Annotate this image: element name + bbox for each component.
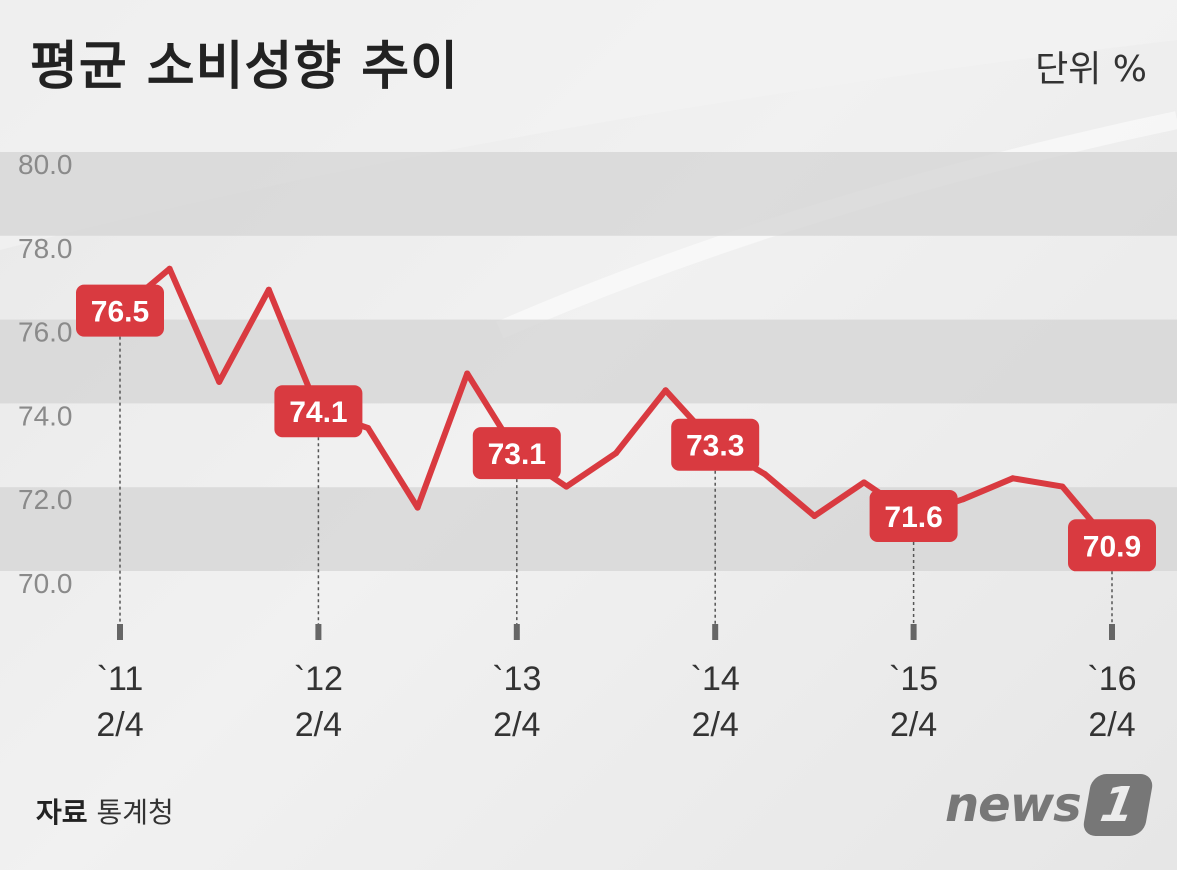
x-tick-mark	[712, 624, 719, 640]
source-label: 자료	[36, 796, 88, 829]
y-tick-label: 72.0	[18, 484, 73, 515]
x-tick-quarter: 2/4	[96, 706, 143, 744]
grid-band	[0, 319, 1177, 404]
data-label: 74.1	[289, 396, 347, 429]
source-credit: 자료 통계청	[36, 796, 174, 830]
data-point	[464, 370, 471, 377]
x-tick-year: `16	[1087, 660, 1136, 698]
data-point	[166, 265, 173, 272]
data-point	[563, 483, 570, 490]
data-label-badge	[869, 489, 958, 542]
line-chart: 80.0 78.0 76.0 74.0 72.0 70.0 `11 2/4 `12 2/4 `13 2…	[0, 149, 1177, 744]
source-name: 통계청	[96, 796, 174, 829]
data-point	[861, 479, 867, 486]
data-label: 70.9	[1083, 530, 1141, 563]
data-point	[811, 512, 818, 519]
data-point	[1009, 475, 1016, 482]
data-point	[1059, 483, 1066, 490]
data-label: 73.1	[488, 438, 546, 471]
x-tick-mark	[315, 624, 322, 640]
data-point	[613, 450, 619, 457]
x-tick-mark	[117, 624, 123, 640]
data-label-badge	[671, 418, 760, 471]
y-tick-label: 78.0	[18, 233, 73, 264]
data-label-badge	[472, 427, 561, 480]
grid-band	[0, 487, 1177, 571]
data-label: 73.3	[686, 430, 744, 463]
x-tick-quarter: 2/4	[295, 706, 342, 744]
data-point	[216, 378, 223, 385]
logo-word: news	[945, 777, 1082, 833]
x-tick-quarter: 2/4	[493, 706, 540, 744]
data-point	[365, 424, 371, 431]
x-tick-year: `15	[889, 660, 938, 698]
data-label-badge	[274, 385, 363, 438]
data-point	[761, 471, 768, 478]
news1-logo: news 1	[945, 770, 1155, 840]
data-point	[265, 286, 272, 293]
data-label: 76.5	[91, 296, 149, 329]
x-tick-year: `13	[492, 660, 541, 698]
y-tick-label: 80.0	[18, 149, 73, 180]
grid-band	[0, 152, 1177, 236]
chart-title: 평균 소비성향 추이	[30, 37, 459, 97]
x-tick-year: `11	[97, 660, 144, 698]
logo-badge: 1	[1081, 774, 1155, 836]
x-tick-mark	[513, 624, 520, 640]
x-tick-quarter: 2/4	[1088, 706, 1135, 744]
y-tick-label: 74.0	[18, 400, 73, 431]
data-point	[414, 504, 421, 511]
data-point	[662, 387, 669, 394]
x-tick-year: `12	[294, 660, 343, 698]
data-label-badge	[76, 284, 164, 337]
x-tick-mark	[910, 624, 917, 640]
x-tick-quarter: 2/4	[692, 706, 739, 744]
x-tick-mark	[1109, 624, 1115, 640]
unit-label: 단위 %	[1035, 49, 1147, 90]
y-tick-label: 70.0	[18, 568, 73, 599]
y-tick-label: 76.0	[18, 317, 73, 348]
data-label: 71.6	[884, 501, 942, 534]
x-tick-year: `14	[691, 660, 740, 698]
data-point	[960, 496, 967, 503]
x-tick-quarter: 2/4	[890, 706, 937, 744]
data-label-badge	[1068, 519, 1156, 572]
